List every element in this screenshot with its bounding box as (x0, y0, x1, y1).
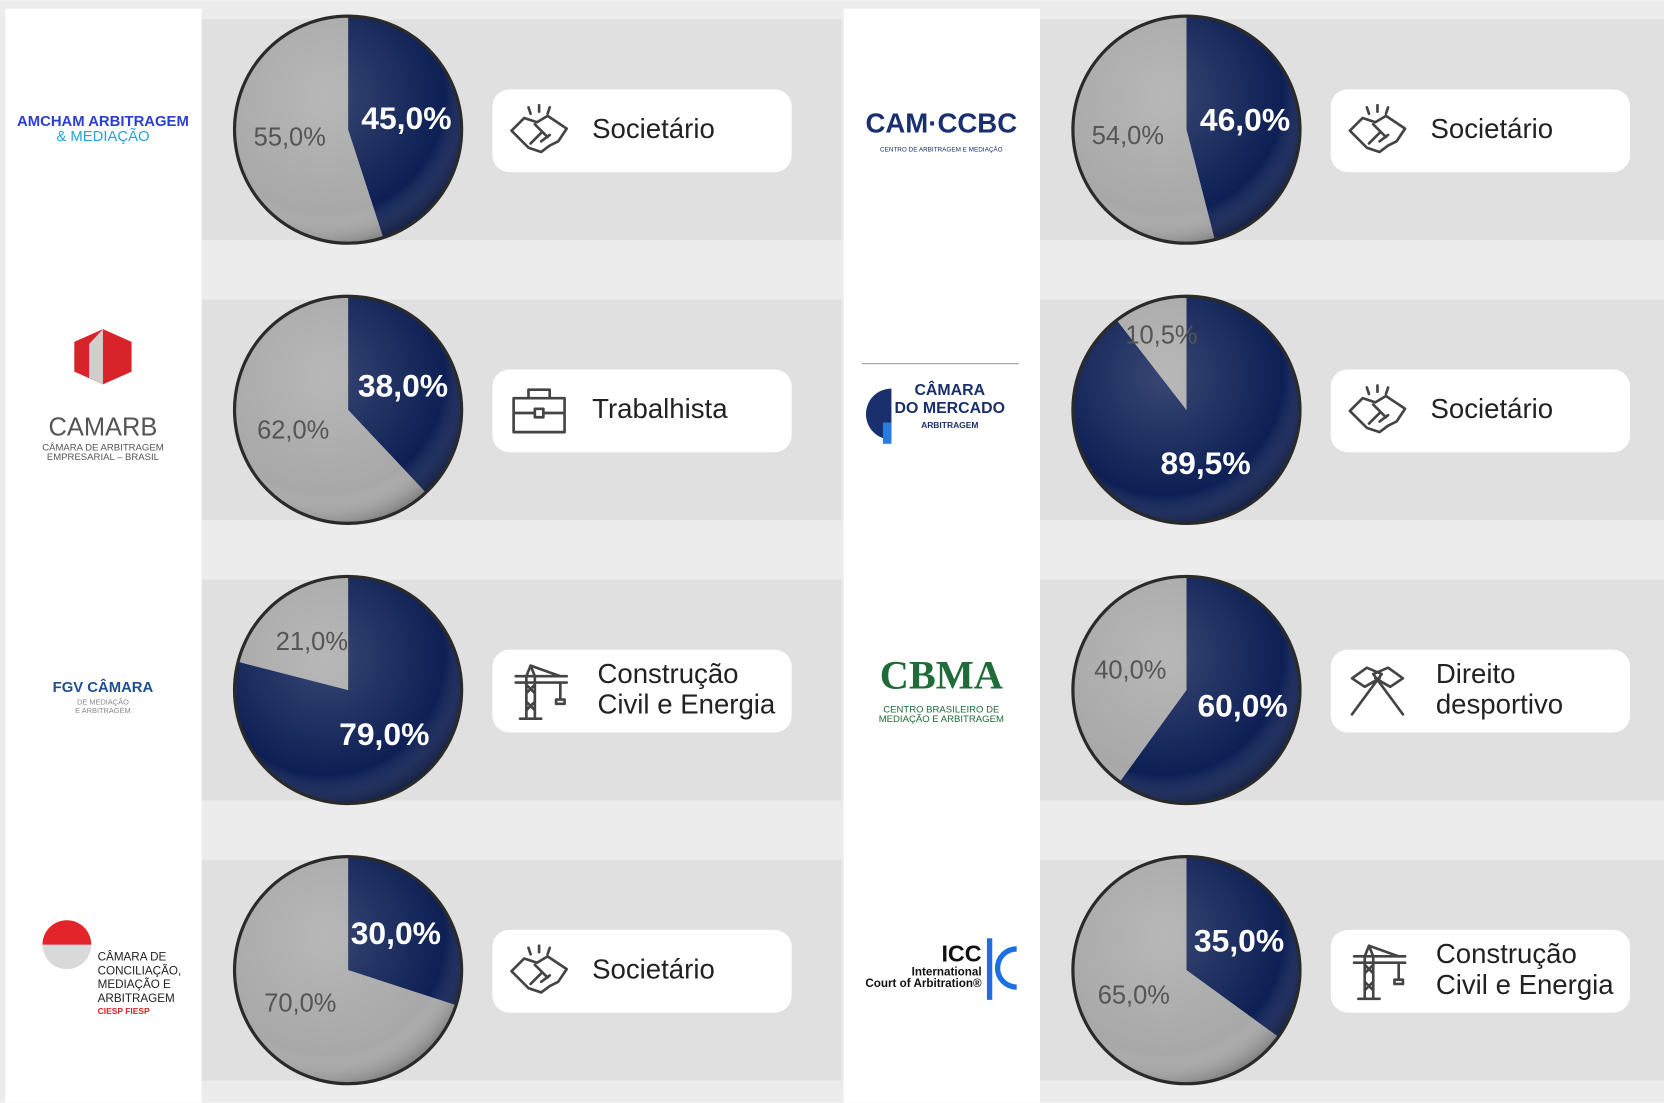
logo-text: EMPRESARIAL – BRASIL (47, 452, 159, 463)
sector-label: Civil e Energia (597, 689, 775, 720)
logo-text: DO MERCADO (895, 400, 1005, 417)
icon (1350, 666, 1405, 716)
icon-part (1352, 944, 1407, 1001)
sector-box (1330, 369, 1631, 453)
value-label: 89,5% (1160, 445, 1250, 481)
logo-text: CENTRO BRASILEIRO DE (883, 705, 999, 716)
pie-shade (1071, 855, 1302, 1086)
logo-circle-top (42, 920, 92, 945)
sector-label: Societário (592, 953, 715, 984)
pie-shade (232, 294, 464, 525)
value-label: 65,0% (1098, 982, 1170, 1010)
sector-box (492, 89, 792, 173)
logo-text: CÂMARA DE (98, 950, 167, 963)
logo-text: CENTRO DE ARBITRAGEM E MEDIAÇÃO (880, 145, 1003, 154)
logo-bar (986, 938, 993, 1000)
value-label: 40,0% (1094, 656, 1166, 684)
value-label: 46,0% (1200, 102, 1290, 138)
logo-text: MEDIAÇÃO E (98, 978, 171, 991)
logo-mark-blue (882, 422, 892, 444)
sector-box (492, 369, 792, 453)
logo-panel (5, 8, 202, 1103)
logo-cube-face (89, 329, 103, 385)
icon-part (1350, 666, 1405, 716)
pie-shade (232, 14, 464, 245)
logo-text: Court of Arbitration® (865, 977, 982, 990)
value-label: 55,0% (254, 124, 326, 152)
sector-box (1330, 929, 1631, 1013)
value-label: 38,0% (358, 367, 448, 403)
pie-shade (1071, 294, 1302, 525)
logo-text: MEDIAÇÃO E ARBITRAGEM (879, 714, 1004, 725)
logo-cube (74, 329, 132, 385)
icon (512, 388, 566, 434)
icon-part (510, 103, 569, 154)
value-label: 30,0% (351, 915, 441, 951)
logo-text: ARBITRAGEM (921, 420, 978, 430)
sector-label: Direito (1436, 658, 1516, 689)
icon-part (1348, 103, 1407, 154)
sector-label: Societário (592, 113, 715, 144)
sector-label: desportivo (1436, 689, 1563, 720)
logo-text: CAMARB (48, 414, 157, 442)
pie-shade (232, 574, 464, 806)
value-label: 70,0% (264, 990, 336, 1018)
logo-text: & MEDIAÇÃO (56, 128, 149, 145)
logo-text: CAM·CCBC (865, 108, 1017, 139)
pie-shade (1071, 574, 1302, 806)
icon-part (510, 944, 569, 994)
icon (514, 664, 569, 720)
sector-label: Civil e Energia (1436, 969, 1614, 1000)
sector-box (492, 649, 792, 733)
logo-arc (994, 946, 1017, 990)
logo-panel (843, 8, 1040, 1103)
value-label: 35,0% (1194, 923, 1284, 959)
logo-text: CONCILIAÇÃO, (98, 964, 182, 977)
sector-box (1330, 649, 1631, 733)
logo-text: ARBITRAGEM (98, 992, 175, 1005)
value-label: 45,0% (361, 100, 451, 136)
logo-text: FGV CÂMARA (53, 678, 154, 696)
logo-text: DE MEDIAÇÃO (77, 698, 129, 707)
logo-text: CÂMARA DE ARBITRAGEM (42, 443, 164, 454)
pie-shade (1071, 14, 1302, 245)
value-label: 54,0% (1092, 122, 1164, 150)
sector-box (492, 929, 792, 1013)
sector-box (1330, 89, 1631, 173)
icon-part (512, 388, 566, 434)
icon-part (514, 664, 569, 720)
sector-label: Trabalhista (592, 393, 728, 424)
icon (1348, 103, 1407, 154)
icon (1348, 384, 1407, 434)
logo-text: E ARBITRAGEM (75, 706, 131, 715)
sector-label: Construção (597, 658, 738, 689)
logo-text: International (912, 965, 982, 978)
logo-text: CIESP FIESP (98, 1006, 150, 1016)
value-label: 79,0% (339, 716, 429, 752)
value-label: 60,0% (1197, 688, 1287, 724)
sector-label: Construção (1436, 938, 1577, 969)
icon-part (1348, 384, 1407, 434)
icon (510, 103, 569, 154)
icon (510, 944, 569, 994)
value-label: 10,5% (1125, 321, 1197, 349)
logo-text: ICC (941, 940, 981, 966)
value-label: 21,0% (276, 628, 348, 656)
logo-text: CBMA (880, 653, 1003, 698)
pie-shade (232, 855, 464, 1086)
value-label: 62,0% (257, 416, 329, 444)
logo-rule (861, 363, 1019, 365)
sector-label: Societário (1431, 113, 1554, 144)
icon (1352, 944, 1407, 1001)
sector-label: Societário (1431, 393, 1554, 424)
logo-text: AMCHAM ARBITRAGEM (17, 114, 189, 130)
logo-text: CÂMARA (914, 380, 985, 399)
